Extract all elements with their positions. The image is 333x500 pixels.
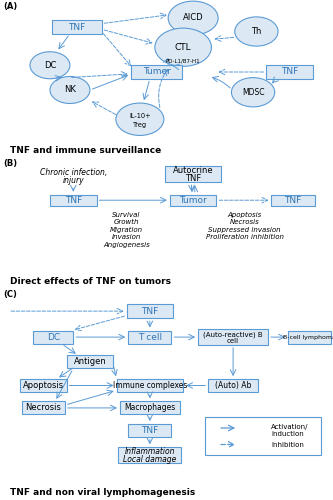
Text: Survival: Survival xyxy=(112,212,141,218)
Text: Apoptosis: Apoptosis xyxy=(23,381,64,390)
Text: cell: cell xyxy=(227,338,239,344)
Text: Invasion: Invasion xyxy=(112,234,141,240)
Text: Angiogenesis: Angiogenesis xyxy=(103,242,150,248)
Text: Tumor: Tumor xyxy=(179,196,207,204)
FancyBboxPatch shape xyxy=(52,20,102,34)
Text: DC: DC xyxy=(47,332,60,342)
Text: (A): (A) xyxy=(3,2,17,11)
FancyBboxPatch shape xyxy=(288,330,331,344)
Text: T cell: T cell xyxy=(138,332,162,342)
Text: AICD: AICD xyxy=(183,14,203,22)
Text: TNF and non viral lymphomagenesis: TNF and non viral lymphomagenesis xyxy=(10,488,195,498)
FancyBboxPatch shape xyxy=(128,424,171,437)
Text: TNF: TNF xyxy=(284,196,302,204)
Text: Inflammation: Inflammation xyxy=(125,447,175,456)
FancyBboxPatch shape xyxy=(22,402,65,414)
FancyBboxPatch shape xyxy=(118,448,181,463)
Text: Apoptosis: Apoptosis xyxy=(228,212,262,218)
FancyBboxPatch shape xyxy=(128,330,171,344)
FancyBboxPatch shape xyxy=(205,418,321,455)
Text: Antigen: Antigen xyxy=(74,358,106,366)
Circle shape xyxy=(168,1,218,35)
Text: Treg: Treg xyxy=(133,122,147,128)
Text: Growth: Growth xyxy=(114,220,139,226)
FancyBboxPatch shape xyxy=(33,330,73,344)
Text: PD-L1/B7-H1: PD-L1/B7-H1 xyxy=(166,58,200,63)
Text: TNF: TNF xyxy=(185,174,201,184)
Text: IL-10+: IL-10+ xyxy=(129,113,151,119)
Text: Tumor: Tumor xyxy=(143,68,170,76)
Text: Local damage: Local damage xyxy=(123,455,176,464)
Text: Chronic infection,: Chronic infection, xyxy=(40,168,107,177)
Text: (Auto-reactive) B: (Auto-reactive) B xyxy=(203,331,263,338)
FancyBboxPatch shape xyxy=(131,65,182,78)
FancyBboxPatch shape xyxy=(127,304,173,318)
Text: Activation/: Activation/ xyxy=(271,424,309,430)
FancyBboxPatch shape xyxy=(198,330,268,345)
Text: Migration: Migration xyxy=(110,227,143,233)
FancyBboxPatch shape xyxy=(120,402,180,414)
Circle shape xyxy=(235,17,278,46)
Text: Macrophages: Macrophages xyxy=(124,404,175,412)
FancyBboxPatch shape xyxy=(20,379,67,392)
Text: Autocrine: Autocrine xyxy=(173,166,213,175)
FancyBboxPatch shape xyxy=(50,194,97,206)
Text: MDSC: MDSC xyxy=(242,88,264,97)
Circle shape xyxy=(155,28,211,66)
Circle shape xyxy=(231,78,275,107)
Text: (B): (B) xyxy=(3,158,17,168)
Circle shape xyxy=(50,76,90,104)
Text: TNF: TNF xyxy=(281,68,298,76)
Text: TNF: TNF xyxy=(141,426,159,435)
FancyBboxPatch shape xyxy=(271,194,315,206)
Text: Necrosis: Necrosis xyxy=(230,220,260,226)
Text: injury: injury xyxy=(63,176,84,185)
Text: TNF and immune surveillance: TNF and immune surveillance xyxy=(10,146,161,155)
Text: (Auto) Ab: (Auto) Ab xyxy=(215,381,251,390)
Text: CTL: CTL xyxy=(175,43,191,52)
FancyBboxPatch shape xyxy=(117,379,183,392)
FancyBboxPatch shape xyxy=(165,166,221,182)
Text: TNF: TNF xyxy=(65,196,82,204)
Text: Direct effects of TNF on tumors: Direct effects of TNF on tumors xyxy=(10,278,171,286)
Text: Inhibition: Inhibition xyxy=(271,442,304,448)
Text: B-cell lymphoma: B-cell lymphoma xyxy=(283,334,333,340)
FancyBboxPatch shape xyxy=(67,356,113,368)
FancyBboxPatch shape xyxy=(208,379,258,392)
Text: TNF: TNF xyxy=(68,22,85,32)
Circle shape xyxy=(116,103,164,136)
Text: Suppressed invasion: Suppressed invasion xyxy=(208,227,281,233)
Text: Necrosis: Necrosis xyxy=(25,404,61,412)
Text: Th: Th xyxy=(251,27,262,36)
Text: NK: NK xyxy=(64,86,76,94)
Text: induction: induction xyxy=(271,432,304,438)
Circle shape xyxy=(30,52,70,78)
Text: DC: DC xyxy=(44,60,56,70)
Text: Immune complexes: Immune complexes xyxy=(113,381,187,390)
FancyBboxPatch shape xyxy=(170,194,216,206)
FancyBboxPatch shape xyxy=(266,65,313,78)
Text: TNF: TNF xyxy=(141,306,159,316)
Text: Proliferation inhibition: Proliferation inhibition xyxy=(206,234,284,240)
Text: (C): (C) xyxy=(3,290,17,299)
